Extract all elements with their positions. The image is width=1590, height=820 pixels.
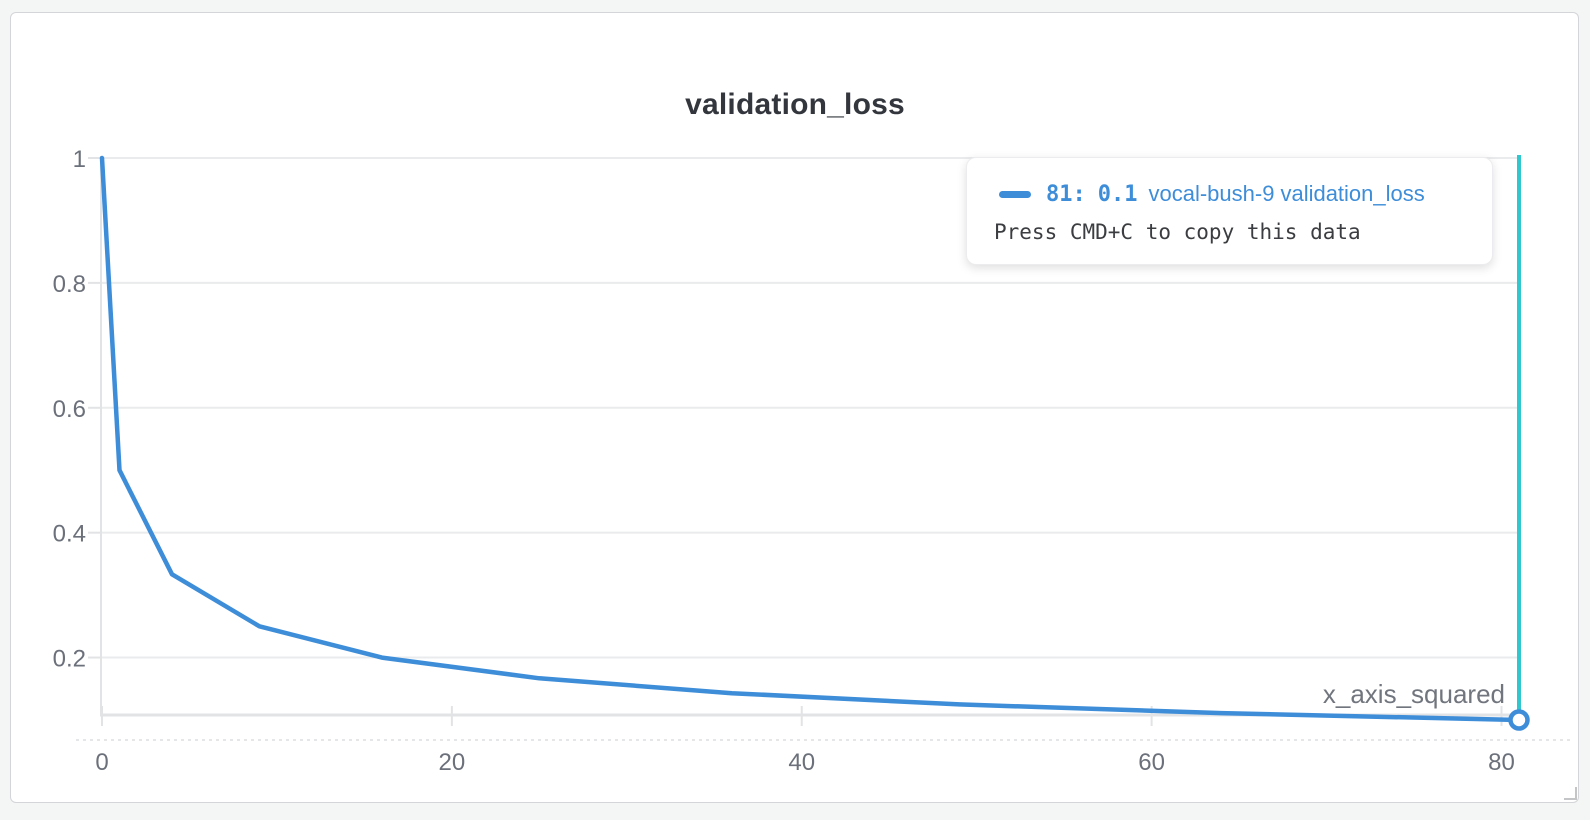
y-tick-label: 1 <box>73 146 86 173</box>
y-tick-label: 0.6 <box>53 396 86 423</box>
tooltip-metric-name: validation_loss <box>1280 181 1425 206</box>
y-tick-label: 0.2 <box>53 646 86 673</box>
x-tick-label: 20 <box>439 749 466 776</box>
tooltip-series-row: 81: 0.1 vocal-bush-9 validation_loss <box>967 175 1492 213</box>
y-tick-label: 0.8 <box>53 271 86 298</box>
tooltip-step: 81: <box>1046 181 1086 207</box>
hover-tooltip: 81: 0.1 vocal-bush-9 validation_loss Pre… <box>966 157 1493 265</box>
y-tick-label: 0.4 <box>53 521 86 548</box>
highlight-point-marker <box>1508 709 1530 731</box>
series-line <box>99 155 1522 723</box>
chart-title: validation_loss <box>685 88 905 121</box>
series-color-swatch <box>999 190 1031 198</box>
x-tick-label: 80 <box>1488 749 1515 776</box>
x-tick-label: 60 <box>1138 749 1165 776</box>
tooltip-run-name: vocal-bush-9 <box>1148 181 1275 206</box>
x-tick-label: 40 <box>788 749 815 776</box>
tooltip-copy-hint: Press CMD+C to copy this data <box>994 220 1361 244</box>
x-tick-label: 0 <box>95 749 108 776</box>
tooltip-value: 0.1 <box>1097 181 1138 207</box>
x-axis-label: x_axis_squared <box>1323 679 1505 709</box>
panel-resize-handle[interactable] <box>1564 787 1577 800</box>
